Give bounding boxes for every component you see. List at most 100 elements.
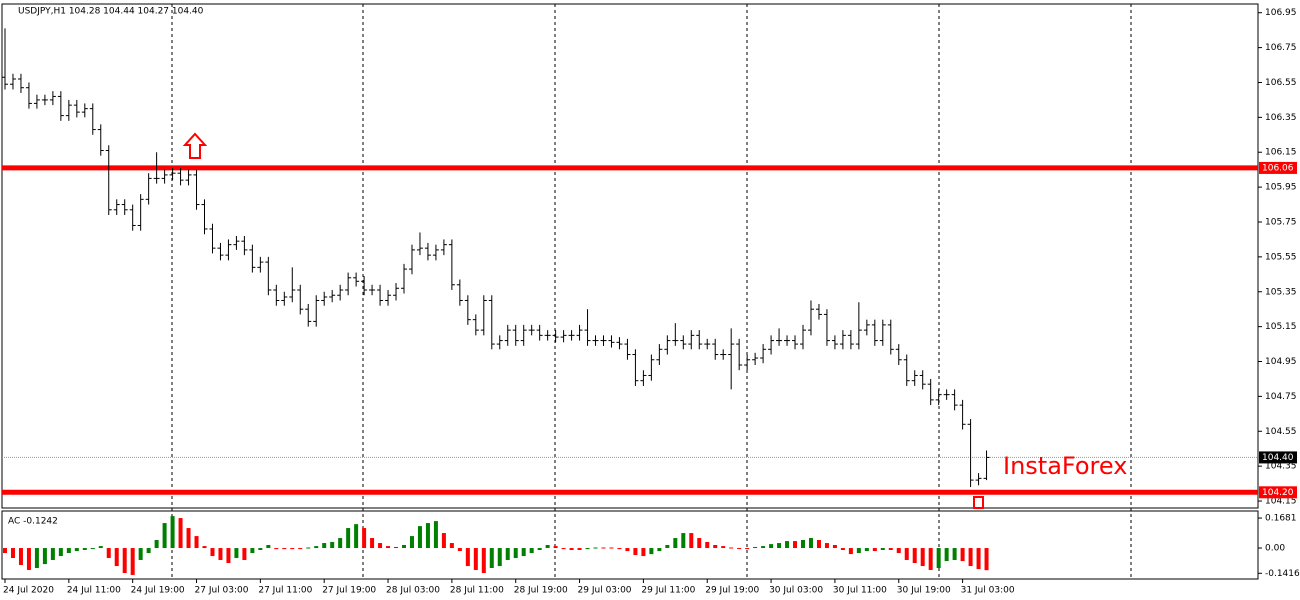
histogram-bar <box>984 548 989 571</box>
histogram-bar <box>242 548 247 560</box>
histogram-bar <box>258 548 263 550</box>
histogram-bar <box>585 548 590 550</box>
x-tick-label: 29 Jul 19:00 <box>705 586 759 596</box>
histogram-bar <box>729 547 734 549</box>
histogram-bar <box>449 543 454 549</box>
histogram-bar <box>26 548 31 570</box>
y-tick-label: 104.35 <box>1265 462 1297 472</box>
histogram-bar <box>513 548 518 559</box>
histogram-bar <box>298 548 303 550</box>
y-tick-label: 105.75 <box>1265 217 1297 227</box>
histogram-bar <box>122 548 127 574</box>
histogram-bar <box>210 548 215 557</box>
x-tick-label: 29 Jul 11:00 <box>641 586 695 596</box>
histogram-bar <box>74 548 79 552</box>
y-tick-label: 0.00 <box>1265 544 1285 554</box>
histogram-bar <box>330 541 335 549</box>
x-tick-label: 24 Jul 19:00 <box>131 586 185 596</box>
histogram-bar <box>402 545 406 549</box>
y-tick-label: 104.55 <box>1265 427 1297 437</box>
histogram-bar <box>697 538 702 549</box>
histogram-bar <box>82 548 87 550</box>
x-tick-label: 30 Jul 19:00 <box>897 586 951 596</box>
histogram-bar <box>138 548 143 560</box>
histogram-bar <box>370 538 375 549</box>
y-tick-label: 104.95 <box>1265 357 1297 367</box>
sell-marker <box>973 496 984 509</box>
histogram-bar <box>10 548 15 559</box>
histogram-bar <box>928 548 933 570</box>
histogram-bar <box>314 546 319 549</box>
level-box <box>1259 161 1297 174</box>
y-tick-label: 0.1681 <box>1265 514 1297 524</box>
histogram-bar <box>793 541 798 549</box>
histogram-bar <box>968 548 973 567</box>
histogram-bar <box>545 545 550 549</box>
histogram-bar <box>848 548 853 555</box>
histogram-bar <box>896 548 901 554</box>
histogram-bar <box>202 546 207 549</box>
histogram-bar <box>553 546 558 549</box>
x-tick-label: 30 Jul 11:00 <box>833 586 887 596</box>
last-price-label: 104.40 <box>1262 453 1294 463</box>
histogram-bar <box>378 543 383 549</box>
histogram-bar <box>282 548 287 550</box>
histogram-bar <box>274 548 279 550</box>
histogram-bar <box>537 548 542 550</box>
x-tick-label: 28 Jul 19:00 <box>514 586 568 596</box>
x-tick-label: 24 Jul 11:00 <box>67 586 121 596</box>
indicator-title: AC -0.1242 <box>8 517 58 527</box>
histogram-bar <box>66 548 71 554</box>
histogram-bar <box>769 544 774 549</box>
histogram-bar <box>178 518 183 549</box>
histogram-bar <box>521 548 526 557</box>
histogram-bar <box>226 548 231 564</box>
histogram-bar <box>936 548 941 569</box>
histogram-bar <box>816 540 821 549</box>
histogram-bar <box>569 548 574 550</box>
histogram-bar <box>394 546 399 549</box>
histogram-bar <box>681 533 686 549</box>
histogram-bar <box>441 533 446 549</box>
histogram-bar <box>808 538 813 549</box>
histogram-bar <box>577 548 582 550</box>
histogram-bar <box>561 548 566 550</box>
indicator-panel <box>1 510 1259 580</box>
histogram-bar <box>34 548 39 569</box>
y-tick-label: 105.95 <box>1265 183 1297 193</box>
histogram-bar <box>673 538 678 549</box>
histogram-bar <box>912 548 917 564</box>
histogram-bar <box>832 545 837 549</box>
histogram-bar <box>489 548 494 569</box>
histogram-bar <box>3 548 7 554</box>
histogram-bar <box>322 543 327 549</box>
histogram-bar <box>42 548 47 565</box>
y-tick-label: 104.75 <box>1265 392 1297 402</box>
histogram-bar <box>457 548 462 552</box>
y-tick-label: 105.35 <box>1265 287 1297 297</box>
y-tick-label: 106.95 <box>1265 8 1297 18</box>
histogram-bar <box>346 528 351 549</box>
histogram-bar <box>130 548 135 575</box>
y-tick-label: 106.75 <box>1265 43 1297 53</box>
histogram-bar <box>154 540 159 549</box>
y-tick-label: 106.35 <box>1265 113 1297 123</box>
histogram-bar <box>338 538 343 549</box>
histogram-bar <box>904 548 909 560</box>
x-tick-label: 28 Jul 03:00 <box>386 586 440 596</box>
histogram-bar <box>290 548 295 550</box>
histogram-bar <box>705 541 710 549</box>
histogram-bar <box>753 546 758 549</box>
histogram-bar <box>473 548 478 570</box>
histogram-bar <box>880 548 885 550</box>
y-tick-label: 105.15 <box>1265 322 1297 332</box>
y-tick-label: 105.55 <box>1265 252 1297 262</box>
histogram-bar <box>114 548 119 567</box>
histogram-bar <box>872 548 877 552</box>
histogram-bar <box>944 548 949 562</box>
histogram-bar <box>194 536 199 549</box>
histogram-bar <box>601 547 606 549</box>
y-tick-label: 104.15 <box>1265 497 1297 507</box>
histogram-bar <box>737 548 742 550</box>
histogram-bar <box>58 548 63 557</box>
